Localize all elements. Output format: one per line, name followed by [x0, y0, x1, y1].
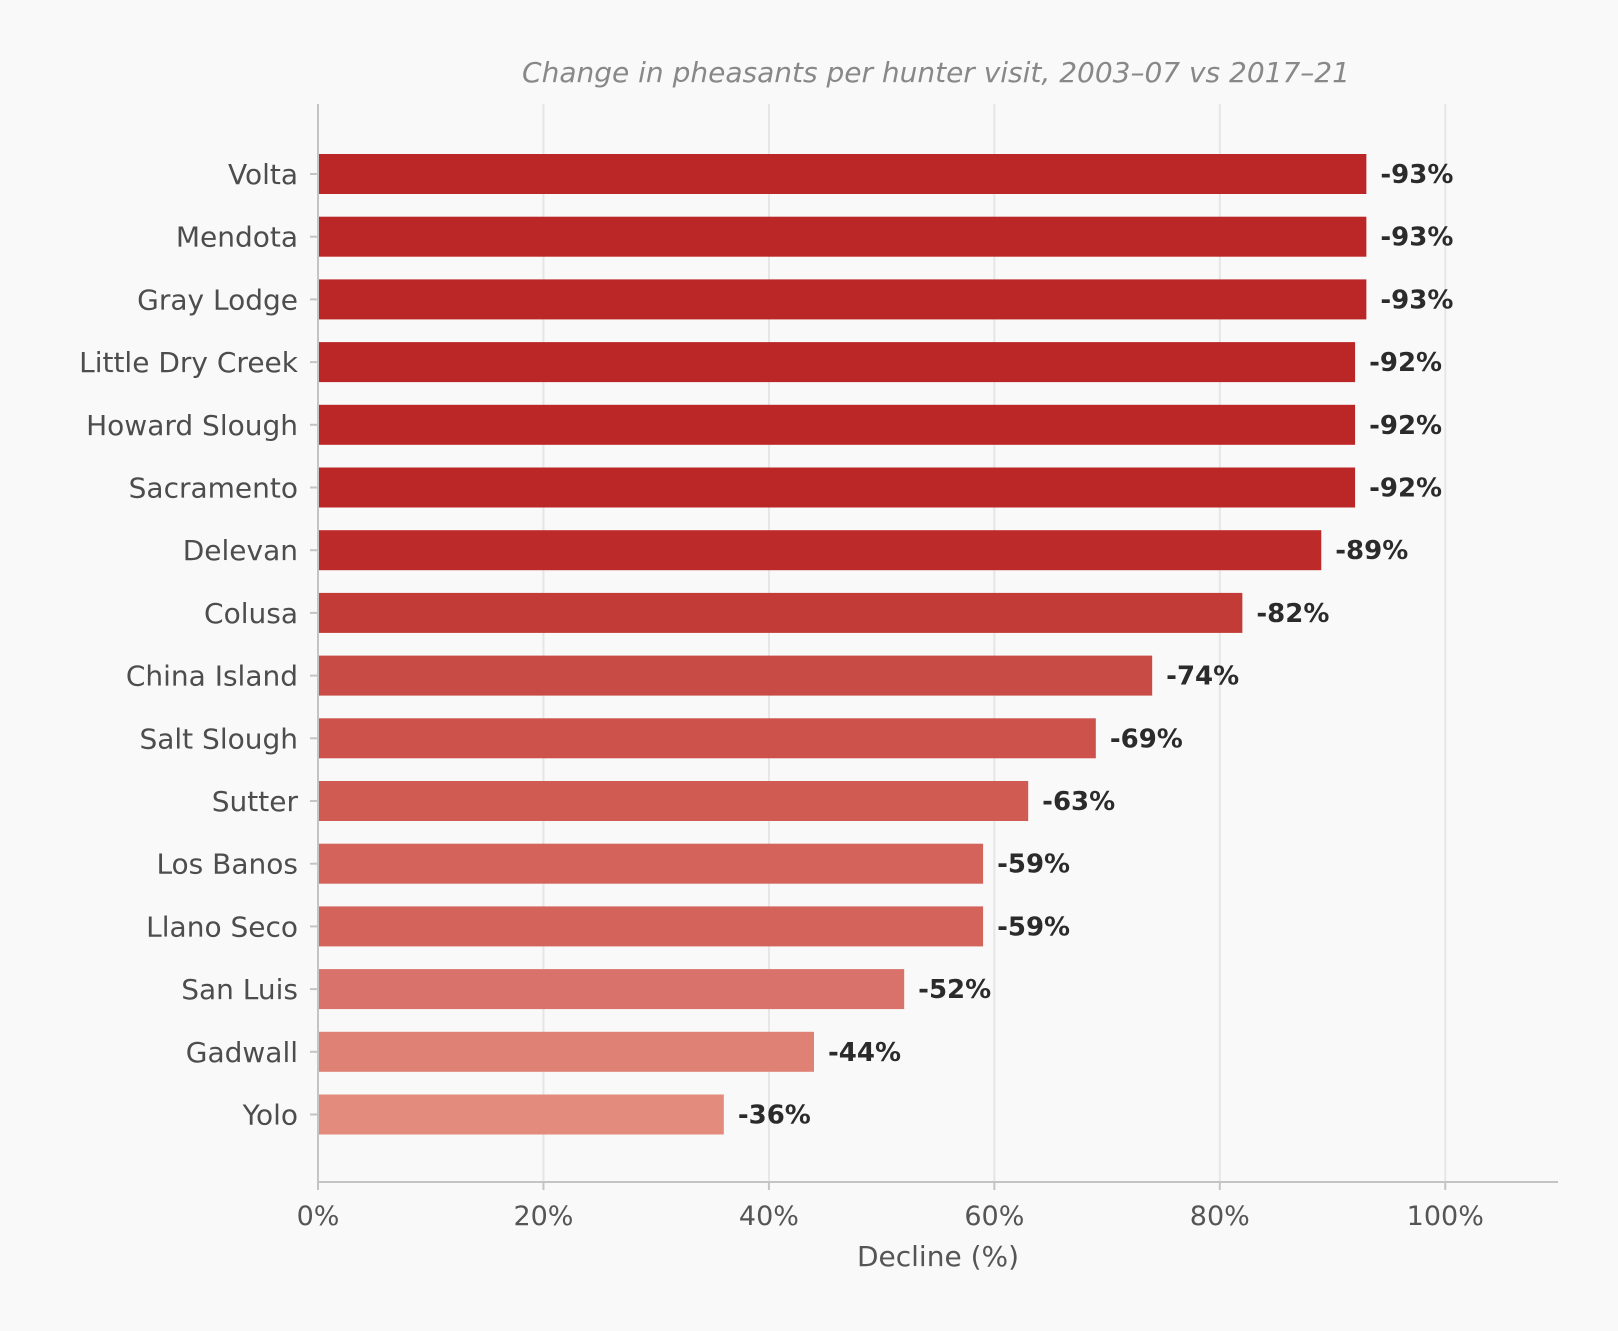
category-label: Salt Slough [139, 722, 298, 755]
data-label: -36% [738, 1101, 811, 1131]
bar [318, 1031, 814, 1072]
data-label: -59% [997, 850, 1070, 880]
data-label: -92% [1369, 411, 1442, 441]
data-label: -89% [1335, 536, 1408, 566]
category-label: Gray Lodge [137, 283, 298, 316]
bar [318, 718, 1096, 759]
data-label: -44% [828, 1038, 901, 1068]
bar [318, 467, 1356, 508]
bar [318, 781, 1029, 821]
x-tick-label: 20% [513, 1201, 573, 1232]
data-label: -82% [1256, 599, 1329, 629]
bar [318, 1094, 724, 1135]
x-tick-label: 80% [1190, 1201, 1250, 1232]
bars [318, 154, 1367, 1135]
bar [318, 969, 905, 1010]
category-label: Gadwall [186, 1036, 298, 1069]
category-label: Mendota [176, 221, 298, 254]
category-label: Volta [228, 158, 298, 191]
bar [318, 906, 984, 947]
bar [318, 154, 1367, 194]
category-label: Delevan [183, 534, 298, 567]
data-label: -74% [1166, 662, 1239, 692]
bar [318, 843, 984, 884]
category-label: China Island [126, 660, 298, 693]
category-label: San Luis [181, 973, 298, 1006]
data-label: -93% [1380, 160, 1453, 190]
bar [318, 279, 1367, 320]
category-label: Little Dry Creek [79, 346, 299, 379]
data-label: -59% [997, 912, 1070, 942]
axes [310, 104, 1558, 1190]
category-label: Yolo [242, 1099, 298, 1132]
data-label: -93% [1380, 223, 1453, 253]
chart-subtitle: Change in pheasants per hunter visit, 20… [522, 56, 1350, 89]
x-tick-label: 0% [297, 1201, 340, 1232]
data-label: -93% [1380, 285, 1453, 315]
x-tick-label: 40% [739, 1201, 799, 1232]
x-axis-title: Decline (%) [857, 1240, 1019, 1273]
bar [318, 530, 1322, 571]
category-label: Sacramento [129, 472, 298, 505]
labels: 0% 20% 40% 60% 80% 100% Volta -93% Mendota -93% Gr… [79, 158, 1484, 1232]
bar [318, 655, 1153, 696]
category-label: Howard Slough [86, 409, 298, 442]
bar [318, 592, 1243, 633]
bar [318, 342, 1356, 383]
data-label: -92% [1369, 348, 1442, 378]
data-label: -52% [918, 975, 991, 1005]
data-label: -63% [1042, 787, 1115, 817]
category-label: Colusa [204, 597, 298, 630]
bar [318, 216, 1367, 257]
category-label: Los Banos [156, 848, 298, 881]
bar [318, 404, 1356, 445]
x-tick-label: 100% [1407, 1201, 1484, 1232]
category-label: Sutter [212, 785, 299, 818]
category-label: Llano Seco [146, 910, 298, 943]
gridlines [542, 104, 1447, 1182]
data-label: -69% [1110, 724, 1183, 754]
data-label: -92% [1369, 474, 1442, 504]
x-tick-label: 60% [964, 1201, 1024, 1232]
